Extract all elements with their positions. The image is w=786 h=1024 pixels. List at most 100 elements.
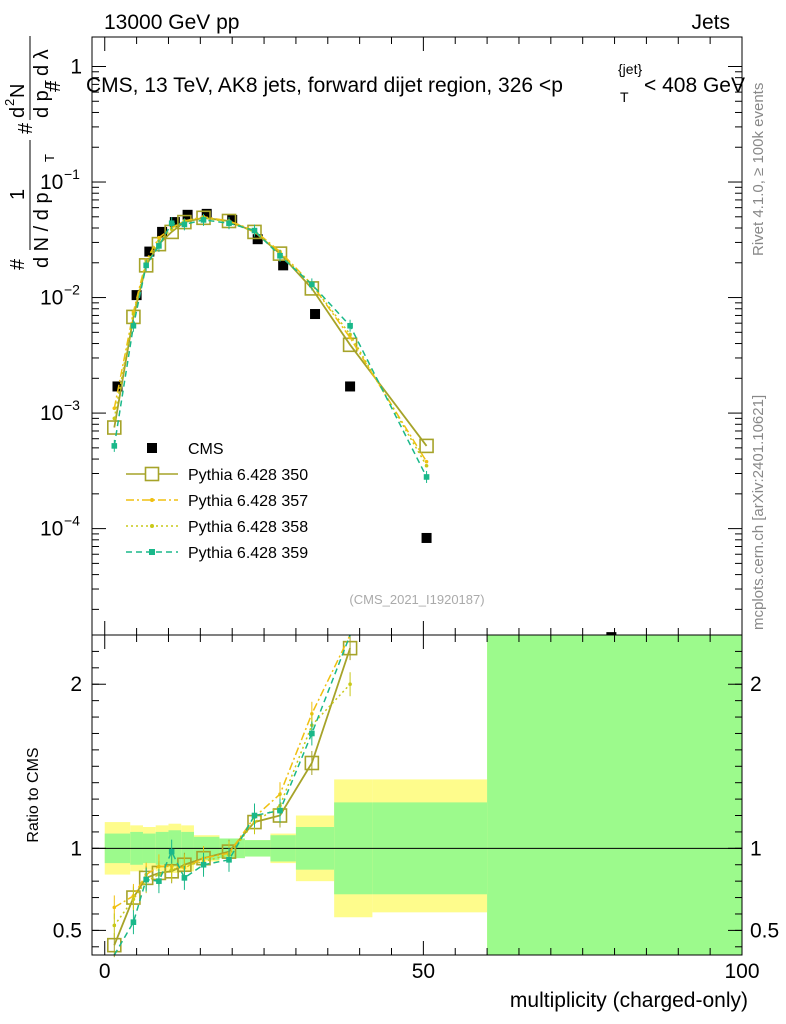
main-y-tick-exponent: −1 (64, 166, 80, 182)
cms-data-point (131, 290, 142, 301)
x-axis-label: multiplicity (charged-only) (510, 989, 748, 1012)
ratio-point-359 (251, 812, 258, 819)
cms-data-point (345, 381, 356, 392)
main-y-tick-label: 10 (40, 171, 63, 194)
ratio-point-359 (130, 919, 137, 925)
legend-entry-label: CMS (188, 441, 224, 458)
chart-title-tail: < 408 GeV (644, 74, 745, 97)
main-y-tick-label: 1 (70, 55, 82, 78)
ratio-series-line (113, 683, 351, 926)
ylabel-den-dl: d λ (31, 49, 53, 76)
pythia-point (169, 227, 174, 232)
legend-marker-cms (147, 443, 157, 453)
pythia-350-point (107, 420, 122, 435)
ylabel-den-sub: T (42, 154, 57, 162)
cms-data-point (157, 226, 168, 237)
main-series-line (113, 217, 428, 467)
ylabel-den-dp-sub: T (42, 80, 57, 88)
x-tick-label: 100 (724, 960, 759, 983)
ratio-point (112, 905, 117, 910)
ratio-point (348, 682, 352, 687)
ratio-point-359 (309, 730, 315, 737)
analysis-watermark: (CMS_2021_I1920187) (349, 592, 484, 607)
ratio-point-359 (181, 875, 188, 881)
pythia-point (112, 416, 117, 421)
main-y-tick-exponent: −2 (64, 282, 80, 298)
mcplots-source-label: mcplots.cern.ch [arXiv:2401.10621] (750, 395, 767, 630)
main-y-tick-label: 10 (40, 287, 63, 310)
ratio-point-359 (277, 807, 283, 814)
cms-data-point (169, 217, 180, 228)
chart-title-superscript: {jet} (618, 61, 642, 77)
cms-data-point (144, 246, 155, 257)
legend-marker-dot (150, 524, 154, 528)
main-panel: 110−110−210−310 −4#1 d N / d pT#d2N d pTd λ… (2, 36, 743, 643)
pythia-point (424, 459, 429, 464)
cms-data-point (310, 309, 321, 320)
ratio-point-359 (168, 848, 175, 855)
ylabel-num-d: d (7, 107, 29, 118)
main-series-line (113, 219, 428, 478)
header-right-label: Jets (691, 11, 730, 34)
ratio-y-tick-label-right: 2 (750, 673, 762, 696)
legend-marker-dot (150, 498, 154, 502)
legend-marker-square (144, 466, 160, 482)
ratio-point-359 (200, 861, 207, 868)
legend-entry-label: Pythia 6.428 357 (188, 493, 308, 510)
ratio-y-tick-label-right: 0.5 (750, 919, 779, 942)
ratio-y-axis-label: Ratio to CMS (25, 747, 42, 842)
ratio-stat-uncertainty-band (487, 635, 742, 955)
ratio-y-tick-label: 2 (70, 673, 82, 696)
main-y-axis-fraction: #1 d N / d pT#d2N d pTd λ# (2, 36, 65, 270)
main-series-line (113, 216, 428, 463)
pythia-350-point (419, 438, 434, 454)
ylabel-den: d N / d p (31, 192, 53, 268)
legend-entry-label: Pythia 6.428 359 (188, 545, 308, 562)
main-y-tick-label: 10 (40, 402, 63, 425)
x-tick-label: 0 (99, 960, 111, 983)
cms-data-point (201, 208, 212, 219)
ylabel-num-n: N (7, 84, 29, 98)
x-tick-label: 50 (412, 960, 435, 983)
legend-entry-label: Pythia 6.428 350 (188, 467, 308, 484)
pythia-point (424, 463, 429, 468)
ratio-point (169, 867, 174, 872)
ratio-y-tick-label: 1 (70, 837, 82, 860)
legend-entry-label: Pythia 6.428 358 (188, 519, 308, 536)
legend-marker-small (149, 549, 155, 555)
main-y-tick-label: 10 (40, 518, 63, 541)
cms-data-point (278, 260, 289, 271)
ylabel-hash-right: # (15, 122, 37, 134)
pythia-point (131, 312, 136, 316)
ratio-panel: 0.5 0.5 1 1 2 2 0 50 100 (53, 634, 779, 983)
ratio-series-line (113, 634, 351, 956)
ratio-y-tick-label: 0.5 (53, 919, 82, 942)
ratio-frame (91, 634, 743, 956)
pythia-point (112, 406, 117, 411)
ylabel-one: 1 (7, 189, 29, 200)
ylabel-num-sup: 2 (2, 99, 17, 106)
ylabel-hash: # (7, 258, 29, 270)
ratio-point (112, 923, 117, 928)
ylabel-den-dp: d p (31, 90, 53, 118)
main-y-tick-exponent: −4 (64, 513, 80, 529)
pythia-point (348, 332, 352, 337)
ratio-point-359 (143, 876, 149, 883)
main-series-line (113, 216, 428, 447)
pythia-point (348, 335, 352, 340)
main-y-tick-exponent: −3 (64, 397, 80, 413)
pythia-point (157, 235, 161, 240)
ratio-series-line (113, 647, 351, 946)
ratio-point-350 (304, 755, 320, 771)
ratio-point-359 (226, 857, 232, 863)
chart-title-text: CMS, 13 TeV, AK8 jets, forward dijet reg… (86, 74, 563, 97)
chart-title-subscript: T (620, 89, 629, 105)
ratio-point (131, 897, 136, 902)
cms-data-point (112, 381, 123, 392)
rivet-version-label: Rivet 4.1.0, ≥ 100k events (750, 83, 767, 256)
cms-data-point (227, 214, 238, 225)
legend: CMS Pythia 6.428 350 Pythia 6.428 357 Pythi… (126, 441, 308, 562)
ratio-point-359 (156, 878, 162, 884)
cms-data-point (421, 532, 432, 543)
